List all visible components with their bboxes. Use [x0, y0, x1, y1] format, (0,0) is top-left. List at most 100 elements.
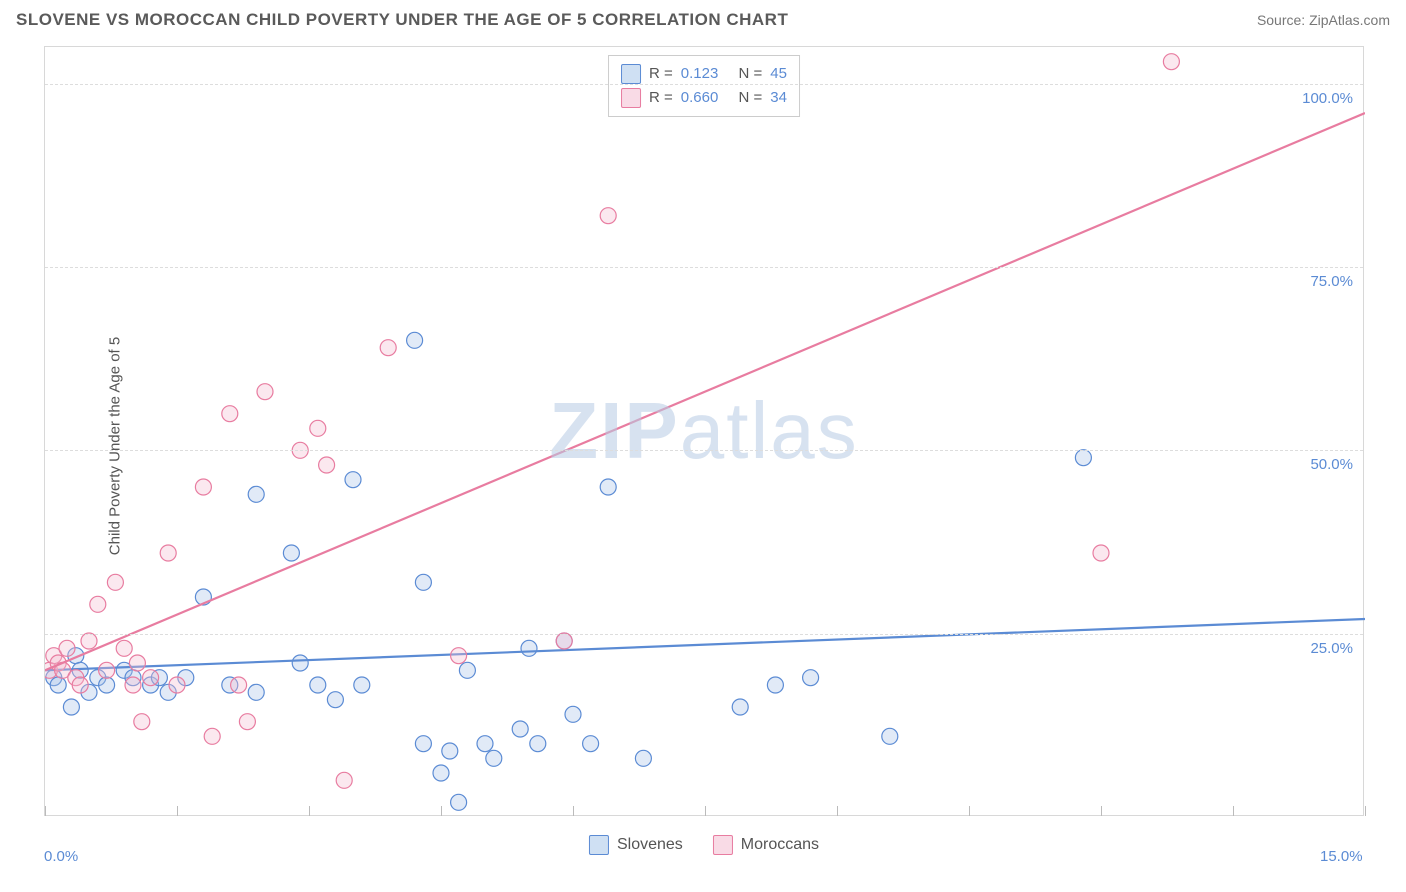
gridline [45, 450, 1363, 451]
scatter-point [59, 640, 75, 656]
gridline [45, 634, 1363, 635]
x-tick [441, 806, 442, 816]
scatter-point [81, 633, 97, 649]
x-tick [573, 806, 574, 816]
gridline [45, 84, 1363, 85]
scatter-point [116, 640, 132, 656]
legend-item-moroccans: Moroccans [713, 835, 819, 855]
scatter-point [204, 728, 220, 744]
scatter-point [345, 472, 361, 488]
scatter-point [767, 677, 783, 693]
y-tick-label: 25.0% [1310, 640, 1353, 657]
x-tick [177, 806, 178, 816]
scatter-point [231, 677, 247, 693]
x-tick [705, 806, 706, 816]
scatter-point [1093, 545, 1109, 561]
scatter-point [72, 677, 88, 693]
series-legend: Slovenes Moroccans [589, 835, 819, 855]
scatter-point [143, 670, 159, 686]
scatter-point [433, 765, 449, 781]
x-tick [969, 806, 970, 816]
x-tick [1101, 806, 1102, 816]
scatter-point [415, 574, 431, 590]
scatter-point [442, 743, 458, 759]
scatter-point [556, 633, 572, 649]
scatter-point [1075, 450, 1091, 466]
scatter-point [90, 596, 106, 612]
x-min-label: 0.0% [44, 848, 78, 865]
scatter-point [239, 714, 255, 730]
scatter-point [477, 736, 493, 752]
scatter-point [451, 648, 467, 664]
r-value-slovenes: 0.123 [681, 62, 719, 86]
scatter-point [732, 699, 748, 715]
legend-item-slovenes: Slovenes [589, 835, 683, 855]
scatter-point [512, 721, 528, 737]
scatter-point [600, 208, 616, 224]
n-label: N = [739, 62, 763, 86]
x-tick [1233, 806, 1234, 816]
regression-line [45, 619, 1365, 670]
scatter-point [125, 677, 141, 693]
stats-row-slovenes: R = 0.123 N = 45 [621, 62, 787, 86]
stats-row-moroccans: R = 0.660 N = 34 [621, 86, 787, 110]
scatter-point [459, 662, 475, 678]
scatter-point [160, 545, 176, 561]
scatter-point [248, 684, 264, 700]
scatter-point [486, 750, 502, 766]
scatter-point [882, 728, 898, 744]
regression-line [45, 113, 1365, 670]
scatter-point [310, 677, 326, 693]
scatter-point [248, 486, 264, 502]
scatter-point [565, 706, 581, 722]
r-label: R = [649, 86, 673, 110]
scatter-point [257, 384, 273, 400]
scatter-point [195, 479, 211, 495]
scatter-point [99, 662, 115, 678]
scatter-point [521, 640, 537, 656]
r-value-moroccans: 0.660 [681, 86, 719, 110]
n-value-slovenes: 45 [770, 62, 787, 86]
chart-title: SLOVENE VS MOROCCAN CHILD POVERTY UNDER … [16, 10, 788, 30]
scatter-point [803, 670, 819, 686]
x-tick [1365, 806, 1366, 816]
x-tick [45, 806, 46, 816]
scatter-point [63, 699, 79, 715]
x-max-label: 15.0% [1320, 848, 1363, 865]
x-tick [309, 806, 310, 816]
stats-legend: R = 0.123 N = 45 R = 0.660 N = 34 [608, 55, 800, 117]
scatter-point [415, 736, 431, 752]
y-tick-label: 75.0% [1310, 273, 1353, 290]
y-tick-label: 50.0% [1310, 456, 1353, 473]
n-label: N = [739, 86, 763, 110]
scatter-point [292, 655, 308, 671]
scatter-point [99, 677, 115, 693]
scatter-point [327, 692, 343, 708]
scatter-point [50, 677, 66, 693]
scatter-svg [45, 47, 1365, 817]
scatter-point [336, 772, 352, 788]
x-tick [837, 806, 838, 816]
scatter-point [600, 479, 616, 495]
legend-label-slovenes: Slovenes [617, 836, 683, 854]
scatter-point [451, 794, 467, 810]
swatch-moroccans [621, 88, 641, 108]
y-tick-label: 100.0% [1302, 90, 1353, 107]
scatter-point [310, 420, 326, 436]
scatter-point [380, 340, 396, 356]
source-label: Source: ZipAtlas.com [1257, 12, 1390, 28]
scatter-point [169, 677, 185, 693]
scatter-point [283, 545, 299, 561]
legend-swatch-slovenes [589, 835, 609, 855]
chart-header: SLOVENE VS MOROCCAN CHILD POVERTY UNDER … [0, 0, 1406, 36]
r-label: R = [649, 62, 673, 86]
scatter-point [635, 750, 651, 766]
scatter-point [222, 406, 238, 422]
scatter-point [107, 574, 123, 590]
scatter-point [1163, 54, 1179, 70]
scatter-point [583, 736, 599, 752]
scatter-point [407, 332, 423, 348]
scatter-point [134, 714, 150, 730]
scatter-point [319, 457, 335, 473]
gridline [45, 267, 1363, 268]
